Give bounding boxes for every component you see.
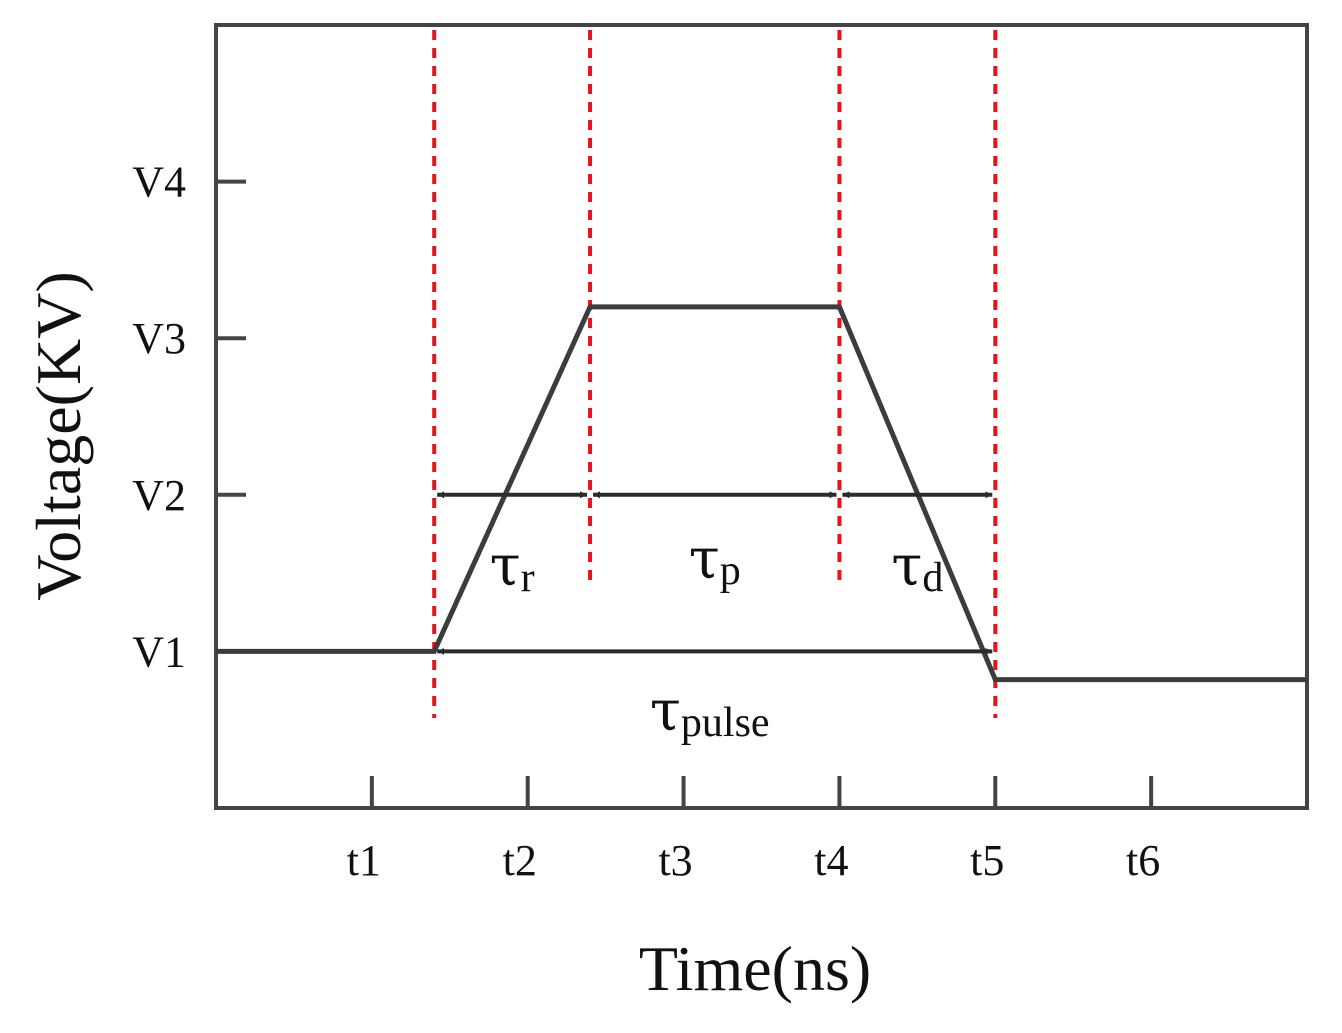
y-tick-label-v3: V3 — [132, 314, 186, 363]
x-axis-title: Time(ns) — [639, 933, 871, 1004]
x-tick-label-t1: t1 — [347, 836, 381, 885]
x-tick-label-t6: t6 — [1126, 836, 1160, 885]
waveform-series-1 — [216, 304, 1307, 683]
x-axis-ticks: t1 t2 t3 t4 t5 t6 — [347, 776, 1160, 885]
tau-subscript-d: d — [922, 555, 943, 601]
y-tick-label-v2: V2 — [132, 471, 186, 520]
tau-symbol: τ — [891, 534, 922, 599]
x-tick-label-t3: t3 — [658, 836, 692, 885]
tau-symbol: τ — [689, 527, 720, 592]
x-tick-label-t2: t2 — [503, 836, 537, 885]
interval-label-tau-pulse: τpulse — [650, 679, 770, 746]
tau-symbol: τ — [490, 534, 521, 599]
voltage-waveform — [216, 304, 1307, 683]
y-tick-label-v4: V4 — [132, 158, 186, 207]
interval-label-tau-p: τp — [689, 527, 741, 594]
tau-subscript-p: p — [720, 548, 741, 594]
tau-symbol: τ — [650, 679, 681, 744]
plot-frame — [214, 23, 1309, 810]
vertical-dashed-markers — [432, 30, 998, 718]
x-tick-label-t5: t5 — [970, 836, 1004, 885]
y-axis-title: Voltage(KV) — [23, 271, 94, 600]
y-axis-ticks: V1 V2 V3 V4 — [132, 158, 246, 676]
interval-label-tau-r: τr — [490, 534, 535, 601]
tau-subscript-r: r — [521, 555, 535, 601]
tau-subscript-pulse: pulse — [681, 700, 770, 746]
y-tick-label-v1: V1 — [132, 627, 186, 676]
interval-label-tau-d: τd — [891, 534, 943, 601]
x-tick-label-t4: t4 — [814, 836, 848, 885]
